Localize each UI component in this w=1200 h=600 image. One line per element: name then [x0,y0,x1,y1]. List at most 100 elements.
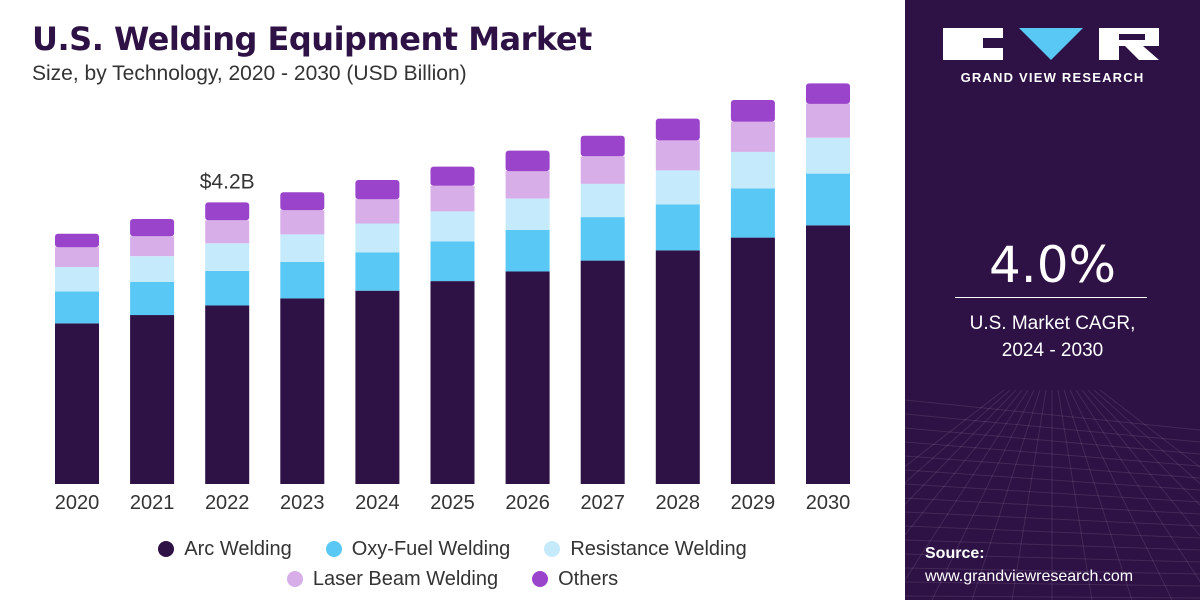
grid-line [905,525,1200,539]
bar-laser-beam-welding-2029 [730,121,775,152]
bar-arc-welding-2028 [655,250,700,484]
cagr-value: 4.0% [988,236,1117,294]
bar-oxy-fuel-welding-2024 [355,252,400,291]
grid-line [905,413,1200,443]
bar-oxy-fuel-welding-2021 [130,281,175,316]
bar-arc-welding-2020 [55,323,99,484]
bar-arc-welding-2023 [280,298,325,484]
legend-swatch [532,571,549,587]
brand-name: GRAND VIEW RESEARCH [960,70,1145,85]
bar-oxy-fuel-welding-2022 [205,270,250,306]
grid-line [931,390,1035,600]
x-tick-label: 2023 [280,492,325,514]
grid-line [1075,390,1200,583]
bar-arc-welding-2029 [730,237,775,484]
grid-line [1057,390,1093,600]
grid-line [1011,390,1047,600]
bar-others-2027 [580,135,625,157]
bar-oxy-fuel-welding-2030 [806,173,850,226]
bar-others-2025 [430,166,475,186]
grid-line [905,427,1200,455]
x-tick-label: 2027 [580,492,625,514]
legend-label: Arc Welding [184,537,292,560]
chart-legend: Arc Welding Oxy-Fuel Welding Resistance … [0,534,905,594]
stacked-bar-chart: 2020 2021 2022 2023 2024 2025 2026 2027 2028 2029… [55,83,851,514]
legend-label: Others [558,567,619,590]
bar-resistance-welding-2021 [130,256,175,282]
bar-others-2023 [280,192,325,211]
grid-line [1099,390,1200,468]
legend-item-oxy-fuel-welding: Oxy-Fuel Welding [325,537,511,561]
bar-arc-welding-2022 [205,305,250,484]
bar-others-2028 [655,118,700,141]
legend-label: Oxy-Fuel Welding [351,537,511,560]
source-link[interactable]: www.grandviewresearch.com [925,568,1134,585]
grid-line [905,511,1200,527]
grid-line [905,539,1200,551]
grid-line [905,399,1200,431]
legend-swatch [325,541,342,557]
x-tick-label: 2028 [656,492,701,514]
grid-line [905,390,1029,581]
grid-line [905,581,1200,587]
grid-line [1093,390,1200,485]
bar-oxy-fuel-welding-2023 [280,261,325,299]
cagr-label: U.S. Market CAGR, 2024 - 2030 [905,310,1200,364]
grid-line [905,595,1200,599]
bar-oxy-fuel-welding-2026 [505,229,550,272]
cagr-label-line1: U.S. Market CAGR, [969,313,1136,334]
data-label-2022: $4.2B [200,170,255,193]
bar-oxy-fuel-welding-2020 [55,291,99,324]
grid-line [1087,390,1200,507]
legend-swatch [286,571,303,587]
grid-line [905,469,1200,491]
x-tick-label: 2030 [806,492,851,514]
legend-item-laser-beam-welding: Laser Beam Welding [286,568,498,591]
x-tick-label: 2025 [430,492,475,514]
x-tick-label: 2020 [55,492,100,514]
grid-line [905,390,1017,505]
legend-item-resistance-welding: Resistance Welding [544,537,747,561]
bar-resistance-welding-2023 [280,234,325,262]
grid-line [905,455,1200,479]
bar-others-2020 [55,233,99,248]
bar-resistance-welding-2024 [355,223,400,253]
bar-resistance-welding-2026 [505,198,550,230]
legend-item-arc-welding: Arc Welding [158,537,292,561]
legend-item-others: Others [532,568,618,591]
x-tick-label: 2024 [355,492,400,514]
x-tick-label: 2029 [731,492,776,514]
bar-arc-welding-2021 [130,315,175,484]
bar-laser-beam-welding-2028 [655,140,700,171]
grid-line [905,390,1023,536]
bar-laser-beam-welding-2026 [505,171,550,199]
bar-oxy-fuel-welding-2025 [430,241,475,282]
gvr-logo-icon [943,28,1159,60]
bar-arc-welding-2025 [430,281,475,484]
chart-title: U.S. Welding Equipment Market [32,20,592,58]
legend-row-2: Laser Beam Welding Others [0,564,905,594]
legend-row-1: Arc Welding Oxy-Fuel Welding Resistance … [0,534,905,564]
bar-others-2029 [730,100,775,122]
bar-others-2021 [130,219,175,237]
bar-laser-beam-welding-2023 [280,210,325,235]
chart-panel: U.S. Welding Equipment Market Size, by T… [0,20,905,594]
bar-oxy-fuel-welding-2028 [655,204,700,251]
bar-resistance-welding-2022 [205,243,250,271]
bar-others-2026 [505,150,550,172]
bar-arc-welding-2030 [806,225,850,484]
decorative-grid-background [905,390,1200,600]
x-tick-label: 2022 [205,492,250,514]
divider [955,297,1147,298]
source-label: Source: [925,545,985,562]
grid-line [905,567,1200,575]
grid-line [905,390,1011,484]
bar-resistance-welding-2030 [806,137,850,174]
bar-resistance-welding-2020 [55,267,99,292]
legend-label: Resistance Welding [570,537,747,560]
grid-line [905,483,1200,503]
legend-swatch [158,541,175,557]
bar-resistance-welding-2025 [430,211,475,242]
grid-line [971,390,1041,600]
grid-line [905,441,1200,467]
